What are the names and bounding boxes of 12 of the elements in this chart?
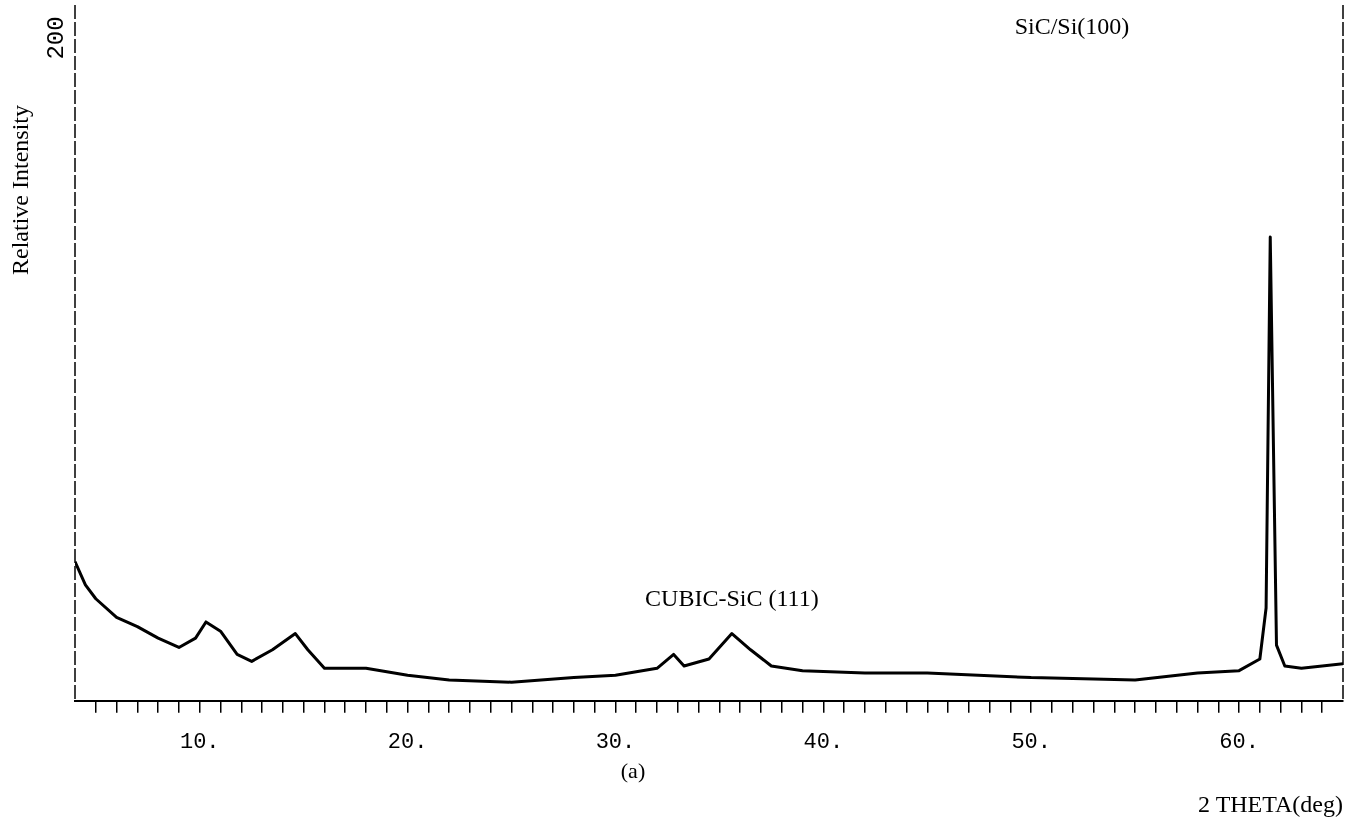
x-tick-label: 40.: [803, 729, 844, 755]
text: SiC/Si(100): [1014, 13, 1130, 40]
x-tick-label: 30.: [595, 729, 636, 755]
x-tick-label: 10.: [179, 729, 220, 755]
x-axis-title: 2 THETA(deg): [1198, 790, 1343, 817]
annotation: CUBIC-SiC (111): [645, 584, 819, 611]
y-axis-title: Relative Intensity: [7, 105, 34, 275]
text: 200: [43, 16, 71, 60]
x-tick-label: 20.: [387, 729, 428, 755]
text: (a): [620, 757, 646, 783]
x-tick-label: 50.: [1011, 729, 1051, 755]
x-tick-label: 60.: [1219, 729, 1259, 755]
